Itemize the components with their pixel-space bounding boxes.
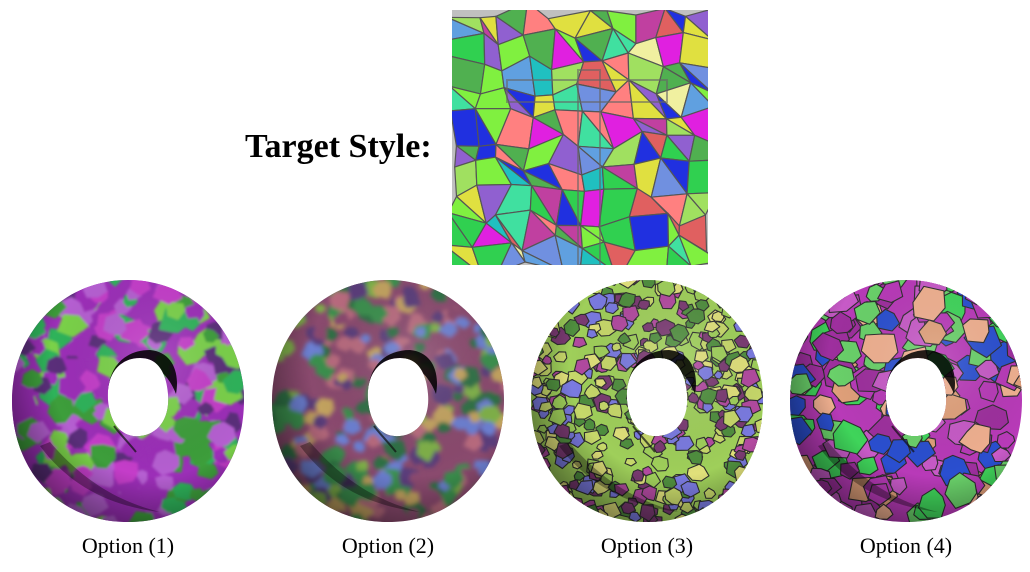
- option-4-caption: Option (4): [859, 533, 953, 558]
- option-2-torus-image: [272, 280, 504, 522]
- option-1-torus-image: [12, 280, 244, 522]
- target-style-image: [452, 10, 708, 265]
- option-3-torus-image: [531, 280, 763, 522]
- target-style-label: Target Style:: [245, 128, 432, 165]
- option-3-caption: Option (3): [600, 533, 694, 558]
- option-1-caption: Option (1): [81, 533, 175, 558]
- option-2-caption: Option (2): [341, 533, 435, 558]
- option-4-torus-image: [790, 280, 1022, 522]
